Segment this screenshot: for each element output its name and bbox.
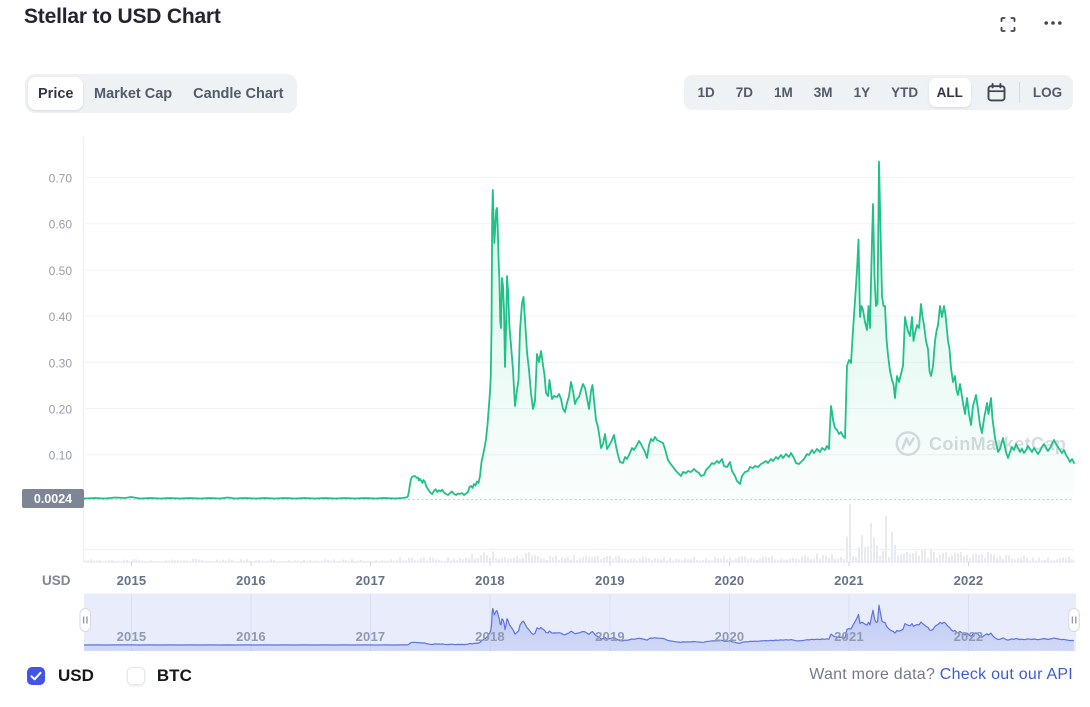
svg-text:2016: 2016	[236, 629, 266, 644]
svg-text:0.40: 0.40	[49, 310, 73, 324]
svg-text:2020: 2020	[715, 573, 745, 588]
svg-text:2019: 2019	[595, 573, 625, 588]
svg-text:2015: 2015	[117, 629, 147, 644]
svg-text:2020: 2020	[715, 629, 745, 644]
svg-text:2015: 2015	[117, 573, 147, 588]
svg-text:2018: 2018	[475, 629, 505, 644]
svg-text:2017: 2017	[356, 573, 386, 588]
svg-text:2021: 2021	[834, 629, 864, 644]
svg-text:0.0024: 0.0024	[34, 492, 72, 506]
svg-text:0.60: 0.60	[49, 218, 73, 232]
svg-text:2019: 2019	[595, 629, 625, 644]
svg-text:0.10: 0.10	[49, 449, 73, 463]
svg-text:0.30: 0.30	[49, 356, 73, 370]
svg-text:2021: 2021	[834, 573, 864, 588]
svg-text:2022: 2022	[954, 629, 984, 644]
svg-text:0.20: 0.20	[49, 403, 73, 417]
svg-text:2022: 2022	[954, 573, 984, 588]
svg-text:2017: 2017	[356, 629, 386, 644]
svg-text:USD: USD	[42, 573, 71, 588]
svg-text:0.50: 0.50	[49, 264, 73, 278]
svg-text:2018: 2018	[475, 573, 505, 588]
svg-text:2016: 2016	[236, 573, 266, 588]
svg-text:0.70: 0.70	[49, 172, 73, 186]
